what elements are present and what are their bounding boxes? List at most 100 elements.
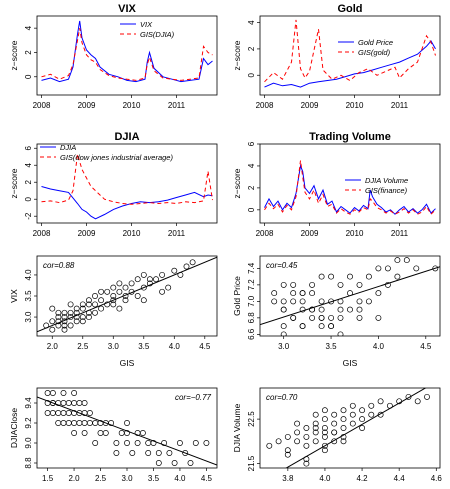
y-tick-label: 4 bbox=[24, 162, 33, 167]
scatter-point bbox=[49, 318, 56, 325]
scatter-point bbox=[145, 450, 152, 456]
y-tick-label: 6.8 bbox=[247, 312, 256, 324]
y-tick-label: 4 bbox=[247, 163, 256, 168]
y-tick-label: 2 bbox=[24, 50, 33, 55]
y-tick-label: 7.0 bbox=[247, 295, 256, 307]
scatter-point bbox=[290, 314, 297, 321]
scatter-point bbox=[159, 271, 166, 278]
chart-panel-8: 3.8 4.0 4.2 4.4 4.6 21.5 22.5 DJIA Volume cor=0.… bbox=[232, 387, 443, 483]
y-tick-label: 4 bbox=[247, 20, 256, 25]
scatter-point bbox=[102, 420, 109, 426]
correlation-label: cor=0.88 bbox=[43, 261, 75, 270]
scatter-point bbox=[155, 460, 162, 466]
scatter-point bbox=[67, 322, 74, 329]
y-tick-label: 8.8 bbox=[24, 457, 33, 469]
x-tick-label: 4.4 bbox=[394, 474, 406, 483]
y-axis-label: Gold Price bbox=[232, 276, 242, 316]
x-tick-label: 2.0 bbox=[47, 342, 59, 351]
scatter-point bbox=[98, 297, 105, 304]
scatter-point bbox=[356, 306, 363, 313]
scatter-point bbox=[73, 305, 80, 312]
scatter-point bbox=[81, 430, 88, 436]
scatter-point bbox=[331, 411, 338, 418]
x-tick-label: 3.5 bbox=[148, 474, 160, 483]
scatter-point bbox=[116, 280, 123, 287]
scatter-point bbox=[85, 297, 92, 304]
y-tick-label: 6 bbox=[24, 145, 33, 150]
scatter-point bbox=[98, 305, 105, 312]
scatter-point bbox=[328, 323, 335, 330]
x-tick-label: 3.0 bbox=[121, 474, 133, 483]
scatter-point bbox=[280, 323, 287, 330]
x-tick-label: 4.0 bbox=[373, 342, 385, 351]
scatter-point bbox=[424, 393, 430, 400]
scatter-point bbox=[414, 398, 421, 405]
y-axis-label: z−score bbox=[9, 168, 19, 198]
x-tick-label: 2008 bbox=[256, 101, 274, 110]
plot-frame bbox=[259, 143, 441, 224]
scatter-point bbox=[280, 298, 287, 305]
scatter-point bbox=[303, 425, 310, 431]
scatter-point bbox=[294, 429, 301, 436]
x-tick-label: 4.5 bbox=[420, 342, 432, 351]
scatter-point bbox=[49, 410, 56, 416]
scatter-point bbox=[280, 306, 287, 313]
scatter-point bbox=[61, 322, 68, 329]
y-tick-label: 2 bbox=[24, 179, 33, 184]
chart-title: VIX bbox=[118, 3, 136, 15]
scatter-point bbox=[81, 420, 88, 426]
scatter-point bbox=[331, 438, 338, 445]
x-tick-label: 2.5 bbox=[77, 342, 89, 351]
scatter-point bbox=[79, 318, 86, 325]
scatter-point bbox=[110, 284, 117, 291]
x-tick-label: 4.0 bbox=[169, 342, 181, 351]
x-tick-label: 2011 bbox=[391, 101, 409, 110]
scatter-point bbox=[432, 265, 439, 272]
plot-frame bbox=[259, 255, 441, 337]
scatter-point bbox=[104, 301, 111, 308]
scatter-point bbox=[294, 438, 301, 445]
y-tick-label: 9.0 bbox=[24, 437, 33, 449]
scatter-point bbox=[55, 318, 62, 325]
scatter-point bbox=[318, 323, 325, 330]
y-tick-label: 6.6 bbox=[247, 328, 256, 340]
scatter-point bbox=[79, 305, 86, 312]
x-tick-label: 4.6 bbox=[431, 474, 443, 483]
x-axis-label: GIS bbox=[120, 358, 135, 368]
y-axis-label: DJIA Volume bbox=[232, 403, 242, 452]
scatter-point bbox=[303, 442, 310, 449]
x-tick-label: 3.0 bbox=[278, 342, 290, 351]
scatter-point bbox=[356, 314, 363, 321]
scatter-point bbox=[129, 450, 136, 456]
regression-line bbox=[37, 256, 217, 333]
regression-line bbox=[260, 266, 440, 326]
scatter-point bbox=[294, 420, 301, 427]
scatter-point bbox=[161, 440, 168, 446]
scatter-point bbox=[375, 265, 382, 272]
scatter-point bbox=[309, 290, 316, 297]
x-tick-label: 2.5 bbox=[95, 474, 107, 483]
scatter-point bbox=[44, 410, 51, 416]
scatter-point bbox=[365, 273, 372, 280]
scatter-point bbox=[303, 460, 310, 467]
scatter-point bbox=[110, 301, 117, 308]
scatter-point bbox=[65, 410, 72, 416]
x-tick-label: 4.2 bbox=[356, 474, 368, 483]
scatter-point bbox=[67, 301, 74, 308]
y-axis-label: z−score bbox=[9, 40, 19, 70]
scatter-point bbox=[189, 259, 196, 266]
correlation-label: cor=0.45 bbox=[266, 261, 298, 270]
scatter-points bbox=[43, 259, 196, 333]
scatter-point bbox=[359, 407, 366, 414]
chart-title: Trading Volume bbox=[309, 131, 391, 143]
y-tick-label: 6 bbox=[247, 141, 256, 146]
scatter-point bbox=[92, 301, 98, 308]
scatter-point bbox=[60, 390, 67, 396]
scatter-point bbox=[73, 318, 80, 325]
scatter-point bbox=[321, 429, 328, 436]
x-tick-label: 4.5 bbox=[201, 474, 213, 483]
scatter-point bbox=[368, 402, 375, 409]
scatter-point bbox=[368, 411, 375, 418]
scatter-point bbox=[92, 440, 99, 446]
x-tick-label: 2010 bbox=[123, 229, 141, 238]
